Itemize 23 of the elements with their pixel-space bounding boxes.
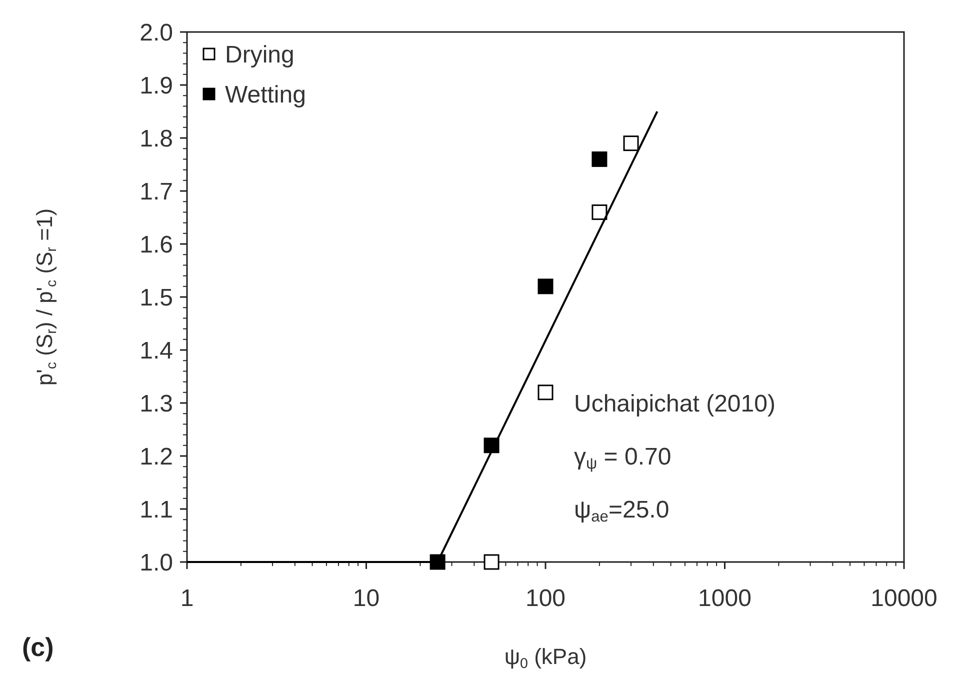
y-tick-label: 1.4 (140, 337, 173, 364)
y-tick-label: 1.2 (140, 443, 173, 470)
x-axis-title: ψ$_{0}$ (kPa) (504, 644, 587, 672)
y-tick-label: 1.7 (140, 178, 173, 206)
y-tick-label: 1.3 (140, 390, 173, 418)
y-tick-label: 2.0 (140, 19, 173, 46)
x-tick-label: 1 (180, 585, 194, 612)
legend-label: Wetting (225, 81, 306, 108)
y-tick-label: 1.8 (140, 125, 173, 152)
annotation: γ$_{ψ}$ = 0.70 (574, 443, 672, 472)
annotation: ψ$_{ae}$=25.0 (574, 496, 670, 526)
y-tick-label: 1.6 (140, 231, 173, 258)
text: (c) (22, 632, 54, 662)
legend-label: Drying (225, 41, 294, 68)
annotation: Uchaipichat (2010) (574, 390, 776, 418)
x-tick-label: 1000 (698, 585, 752, 612)
x-tick-label: 10 (352, 585, 380, 612)
y-tick-label: 1.0 (140, 549, 173, 576)
y-tick-label: 1.1 (140, 496, 173, 524)
y-tick-label: 1.5 (140, 284, 173, 312)
x-tick-label: 10000 (870, 585, 938, 612)
x-tick-label: 100 (525, 585, 566, 612)
y-tick-label: 1.9 (140, 72, 173, 100)
